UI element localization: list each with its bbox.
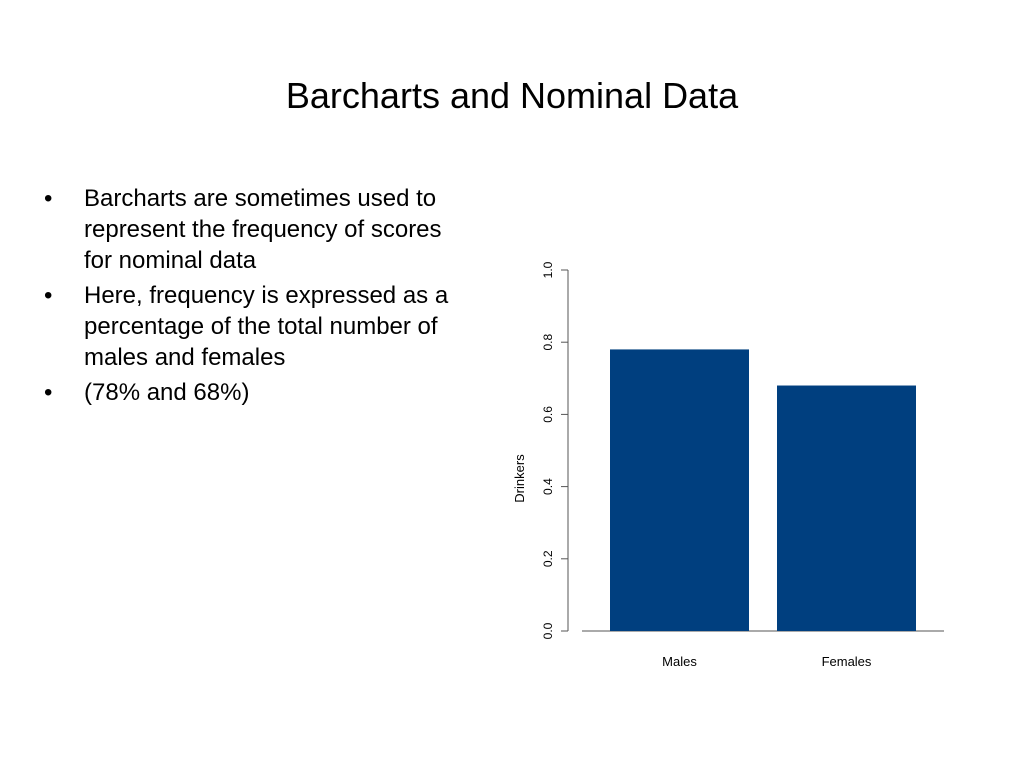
bullet-text: Barcharts are sometimes used to represen… bbox=[84, 185, 442, 274]
bar-males bbox=[610, 349, 749, 631]
y-tick-label: 0.8 bbox=[541, 334, 555, 351]
y-tick-label: 1.0 bbox=[541, 261, 555, 278]
y-axis-title: Drinkers bbox=[512, 454, 527, 503]
bullet-item: • (78% and 68%) bbox=[44, 377, 474, 408]
x-tick-label: Females bbox=[822, 654, 872, 669]
bullet-text: (78% and 68%) bbox=[84, 379, 250, 406]
y-tick-label: 0.2 bbox=[541, 550, 555, 567]
bullet-item: • Here, frequency is expressed as a perc… bbox=[44, 280, 474, 373]
bar-chart: 0.0 0.2 0.4 0.6 0.8 1.0 Drinkers Males Females bbox=[490, 240, 970, 690]
bullet-list: • Barcharts are sometimes used to repres… bbox=[44, 183, 474, 412]
bullet-dot-icon: • bbox=[44, 282, 53, 309]
bullet-item: • Barcharts are sometimes used to repres… bbox=[44, 183, 474, 276]
y-tick-label: 0.6 bbox=[541, 406, 555, 423]
y-tick-label: 0.0 bbox=[541, 622, 555, 639]
bullet-text: Here, frequency is expressed as a percen… bbox=[84, 282, 449, 371]
bullet-dot-icon: • bbox=[44, 379, 53, 406]
y-tick-label: 0.4 bbox=[541, 478, 555, 495]
bar-chart-svg: 0.0 0.2 0.4 0.6 0.8 1.0 Drinkers Males Females bbox=[512, 261, 944, 669]
slide-title: Barcharts and Nominal Data bbox=[285, 75, 739, 116]
bar-females bbox=[777, 385, 916, 631]
x-tick-label: Males bbox=[662, 654, 697, 669]
bullet-dot-icon: • bbox=[44, 185, 53, 212]
